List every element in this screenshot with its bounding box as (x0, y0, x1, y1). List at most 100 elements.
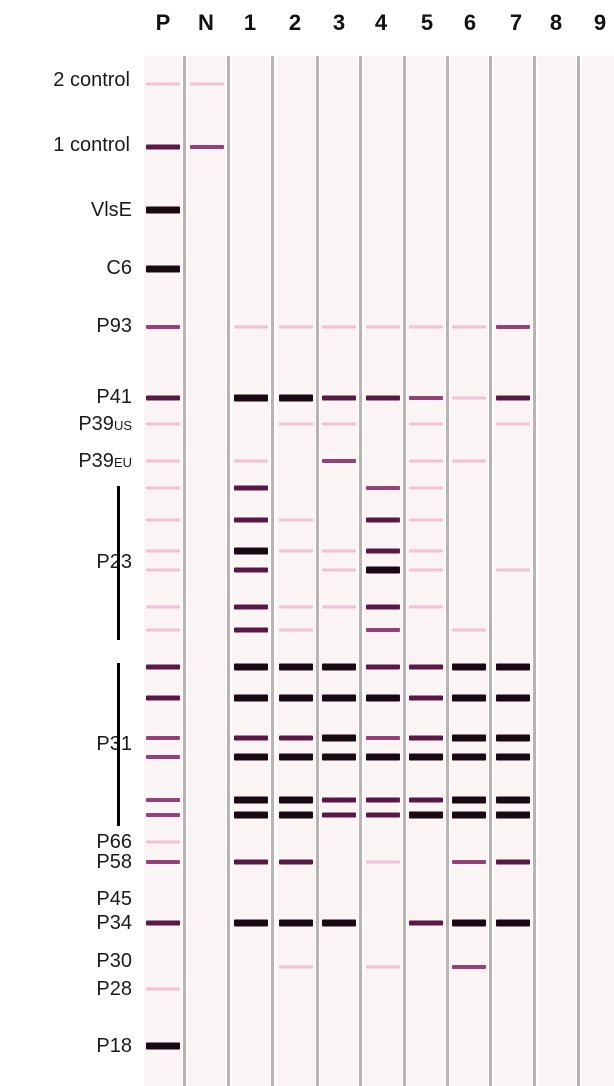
band-lane-3 (322, 605, 356, 609)
band-lane-5 (409, 605, 443, 609)
band-lane-1 (234, 796, 268, 804)
band-lane-6 (452, 663, 486, 671)
lane-label-6: 6 (463, 10, 477, 35)
band-lane-6 (452, 919, 486, 927)
strip-divider (446, 56, 449, 1086)
lane-label-3: 3 (332, 10, 346, 35)
band-lane-5 (409, 422, 443, 426)
band-lane-7 (496, 796, 530, 804)
band-lane-P (146, 755, 180, 759)
band-lane-3 (322, 549, 356, 553)
band-lane-6 (452, 734, 486, 742)
lane-label-P: P (155, 10, 171, 35)
row-label-p34: P34 (96, 912, 132, 934)
band-lane-2 (279, 605, 313, 609)
band-lane-P (146, 144, 180, 150)
band-lane-N (190, 82, 224, 86)
band-lane-1 (234, 604, 268, 610)
band-lane-6 (452, 396, 486, 400)
band-lane-6 (452, 753, 486, 761)
band-lane-2 (279, 796, 313, 804)
band-lane-7 (496, 734, 530, 742)
band-lane-5 (409, 811, 443, 819)
strip-N (188, 56, 226, 1086)
band-lane-P (146, 395, 180, 401)
band-lane-1 (234, 517, 268, 523)
band-lane-3 (322, 734, 356, 742)
band-lane-2 (279, 811, 313, 819)
row-label-p58: P58 (96, 851, 132, 873)
band-lane-3 (322, 753, 356, 761)
lane-label-2: 2 (288, 10, 302, 35)
band-lane-7 (496, 422, 530, 426)
band-lane-4 (366, 604, 400, 610)
strip-divider (271, 56, 274, 1086)
band-lane-7 (496, 919, 530, 927)
band-lane-7 (496, 568, 530, 572)
row-label-ctrl1: 1 control (53, 134, 130, 156)
band-lane-7 (496, 395, 530, 401)
strip-8 (538, 56, 576, 1086)
band-lane-6 (452, 860, 486, 864)
band-lane-5 (409, 459, 443, 463)
band-lane-1 (234, 567, 268, 573)
band-lane-4 (366, 517, 400, 523)
band-lane-3 (322, 325, 356, 329)
band-lane-4 (366, 965, 400, 969)
lane-label-1: 1 (243, 10, 257, 35)
band-lane-P (146, 695, 180, 701)
band-lane-2 (279, 859, 313, 865)
band-lane-1 (234, 663, 268, 671)
band-lane-1 (234, 459, 268, 463)
band-lane-P (146, 206, 180, 214)
row-label-p28: P28 (96, 978, 132, 1000)
row-label-p45: P45 (96, 888, 132, 910)
band-lane-6 (452, 965, 486, 969)
row-label-p18: P18 (96, 1035, 132, 1057)
band-lane-4 (366, 812, 400, 818)
band-lane-7 (496, 325, 530, 329)
band-lane-2 (279, 694, 313, 702)
strip-divider (316, 56, 319, 1086)
band-lane-P (146, 987, 180, 991)
band-lane-4 (366, 548, 400, 554)
band-lane-3 (322, 919, 356, 927)
row-label-ctrl2: 2 control (53, 69, 130, 91)
band-lane-1 (234, 547, 268, 555)
band-lane-5 (409, 753, 443, 761)
band-lane-6 (452, 811, 486, 819)
row-label-p41: P41 (96, 386, 132, 408)
lane-label-4: 4 (374, 10, 388, 35)
band-lane-P (146, 605, 180, 609)
band-lane-2 (279, 549, 313, 553)
band-lane-1 (234, 859, 268, 865)
band-lane-4 (366, 486, 400, 490)
strip-9 (582, 56, 614, 1086)
band-lane-7 (496, 859, 530, 865)
band-lane-1 (234, 753, 268, 761)
band-lane-2 (279, 965, 313, 969)
strip-divider (359, 56, 362, 1086)
band-lane-P (146, 459, 180, 463)
band-lane-6 (452, 459, 486, 463)
band-lane-5 (409, 325, 443, 329)
band-lane-5 (409, 549, 443, 553)
row-label-p93: P93 (96, 315, 132, 337)
band-lane-4 (366, 694, 400, 702)
band-lane-2 (279, 753, 313, 761)
strip-divider (227, 56, 230, 1086)
strip-6 (450, 56, 488, 1086)
band-lane-1 (234, 394, 268, 402)
band-lane-1 (234, 694, 268, 702)
lane-label-9: 9 (593, 10, 607, 35)
band-lane-2 (279, 919, 313, 927)
strip-divider (577, 56, 580, 1086)
band-lane-3 (322, 459, 356, 463)
row-label-p23: P23 (96, 551, 132, 573)
band-lane-2 (279, 735, 313, 741)
band-lane-1 (234, 811, 268, 819)
band-lane-5 (409, 568, 443, 572)
band-lane-7 (496, 663, 530, 671)
band-lane-5 (409, 797, 443, 803)
band-lane-2 (279, 394, 313, 402)
